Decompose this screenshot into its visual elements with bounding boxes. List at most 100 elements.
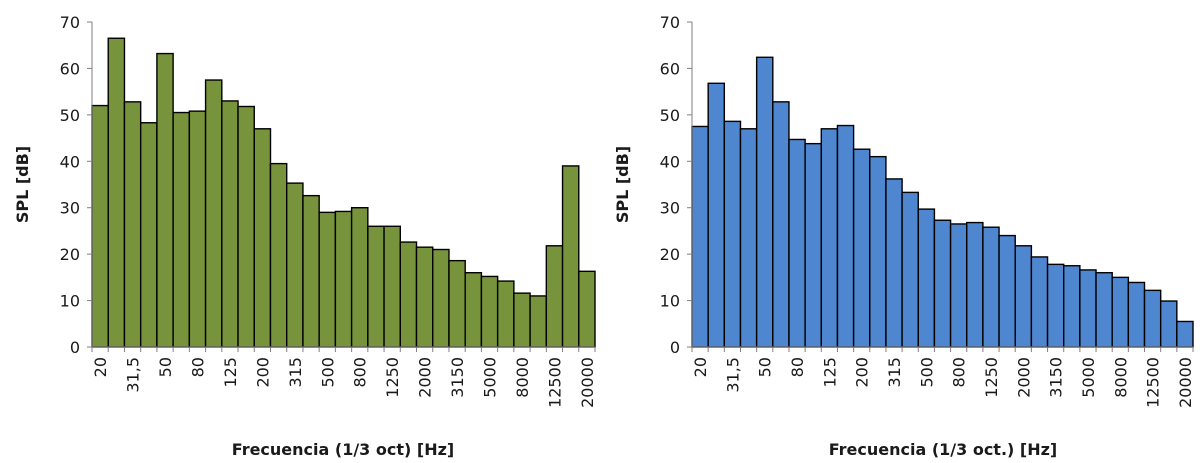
y-tick-label: 10 bbox=[60, 292, 80, 311]
x-tick-label: 5000 bbox=[481, 357, 500, 398]
bar-6300 bbox=[496, 280, 515, 348]
y-tick-label: 40 bbox=[660, 152, 680, 171]
y-tick-label: 20 bbox=[660, 245, 680, 264]
x-tick-label: 200 bbox=[853, 357, 872, 388]
bar-315 bbox=[286, 182, 304, 348]
bar-80 bbox=[188, 110, 207, 348]
bar-2000 bbox=[415, 246, 434, 348]
bar-31,5 bbox=[123, 101, 142, 348]
bar-100 bbox=[204, 79, 223, 348]
bar-4000 bbox=[464, 272, 483, 348]
x-tick-label: 20 bbox=[91, 357, 110, 377]
bar-2000 bbox=[1014, 245, 1033, 348]
bar-160 bbox=[237, 105, 255, 348]
x-tick-label: 80 bbox=[188, 357, 207, 377]
bar-2500 bbox=[432, 248, 450, 348]
bar-1000 bbox=[966, 221, 984, 348]
bar-16000 bbox=[561, 165, 580, 348]
bar-80 bbox=[788, 138, 806, 348]
x-tick-label: 125 bbox=[820, 357, 839, 388]
y-tick-label: 30 bbox=[660, 199, 680, 218]
y-tick-label: 50 bbox=[60, 106, 80, 125]
x-tick-label: 20 bbox=[691, 357, 710, 377]
x-tick-label: 800 bbox=[950, 357, 969, 388]
x-tick-label: 8000 bbox=[513, 357, 532, 398]
x-tick-label: 315 bbox=[885, 357, 904, 388]
bar-20000 bbox=[1176, 320, 1194, 348]
x-tick-label: 12500 bbox=[1144, 357, 1163, 408]
bar-800 bbox=[350, 207, 369, 348]
bar-125 bbox=[221, 100, 239, 348]
bar-250 bbox=[869, 155, 887, 348]
bar-4000 bbox=[1063, 265, 1081, 348]
bar-10000 bbox=[529, 295, 548, 348]
bar-25 bbox=[107, 37, 126, 348]
x-tick-label: 500 bbox=[318, 357, 337, 388]
x-tick-label: 500 bbox=[917, 357, 936, 388]
bar-63 bbox=[172, 111, 191, 348]
y-tick-label: 70 bbox=[60, 13, 80, 32]
bar-40 bbox=[139, 122, 158, 348]
bar-5000 bbox=[480, 275, 499, 348]
y-tick-label: 10 bbox=[660, 292, 680, 311]
bar-2500 bbox=[1030, 256, 1049, 348]
bar-1600 bbox=[998, 234, 1016, 348]
bar-20000 bbox=[578, 270, 596, 348]
y-axis-title: SPL [dB] bbox=[613, 146, 632, 223]
y-tick-label: 40 bbox=[60, 152, 80, 171]
y-tick-label: 0 bbox=[670, 338, 680, 357]
x-tick-label: 3150 bbox=[1047, 357, 1066, 398]
x-tick-label: 20000 bbox=[1176, 357, 1195, 408]
y-tick-label: 70 bbox=[660, 13, 680, 32]
x-tick-label: 3150 bbox=[448, 357, 467, 398]
bar-5000 bbox=[1079, 269, 1097, 348]
bar-20 bbox=[91, 104, 109, 348]
x-axis-title: Frecuencia (1/3 oct) [Hz] bbox=[232, 440, 454, 459]
x-tick-label: 20000 bbox=[578, 357, 597, 408]
bar-400 bbox=[302, 194, 320, 348]
bar-800 bbox=[949, 223, 968, 348]
bar-3150 bbox=[1046, 263, 1065, 348]
bar-12500 bbox=[1143, 289, 1162, 348]
x-tick-label: 31,5 bbox=[124, 357, 143, 393]
bar-50 bbox=[156, 52, 174, 348]
bar-630 bbox=[933, 219, 952, 348]
bar-500 bbox=[917, 208, 936, 348]
x-tick-label: 2000 bbox=[1014, 357, 1033, 398]
bar-20 bbox=[691, 125, 709, 348]
y-axis-title: SPL [dB] bbox=[13, 146, 32, 223]
x-tick-label: 80 bbox=[788, 357, 807, 377]
bar-6300 bbox=[1095, 272, 1113, 348]
x-tick-label: 50 bbox=[156, 357, 175, 377]
y-tick-label: 50 bbox=[660, 106, 680, 125]
bar-315 bbox=[885, 178, 903, 348]
bar-16000 bbox=[1159, 300, 1178, 348]
bar-12500 bbox=[545, 245, 564, 348]
y-tick-label: 0 bbox=[70, 338, 80, 357]
x-tick-label: 8000 bbox=[1111, 357, 1130, 398]
chart-right: 0 10 20 30 40 50 60 70 20 31,5 50 80 125 200 315 500 800… bbox=[613, 13, 1195, 459]
bar-250 bbox=[269, 162, 288, 348]
y-tick-label: 30 bbox=[60, 199, 80, 218]
bar-8000 bbox=[1111, 276, 1130, 348]
x-tick-label: 800 bbox=[351, 357, 370, 388]
x-tick-label: 31,5 bbox=[723, 357, 742, 393]
bar-50 bbox=[755, 56, 774, 348]
bar-3150 bbox=[448, 259, 466, 348]
x-tick-label: 5000 bbox=[1079, 357, 1098, 398]
bar-31,5 bbox=[723, 120, 742, 348]
bar-63 bbox=[772, 101, 790, 348]
bar-1600 bbox=[399, 241, 418, 348]
x-axis-title: Frecuencia (1/3 oct.) [Hz] bbox=[829, 440, 1058, 459]
y-tick-label: 60 bbox=[60, 59, 80, 78]
y-tick-label: 60 bbox=[660, 59, 680, 78]
bar-40 bbox=[739, 128, 758, 348]
x-tick-label: 200 bbox=[253, 357, 272, 388]
bar-500 bbox=[318, 211, 337, 348]
bar-160 bbox=[836, 124, 855, 348]
bar-200 bbox=[852, 148, 871, 348]
bar-1000 bbox=[367, 225, 385, 348]
bar-400 bbox=[901, 191, 919, 348]
x-tick-label: 1250 bbox=[383, 357, 402, 398]
